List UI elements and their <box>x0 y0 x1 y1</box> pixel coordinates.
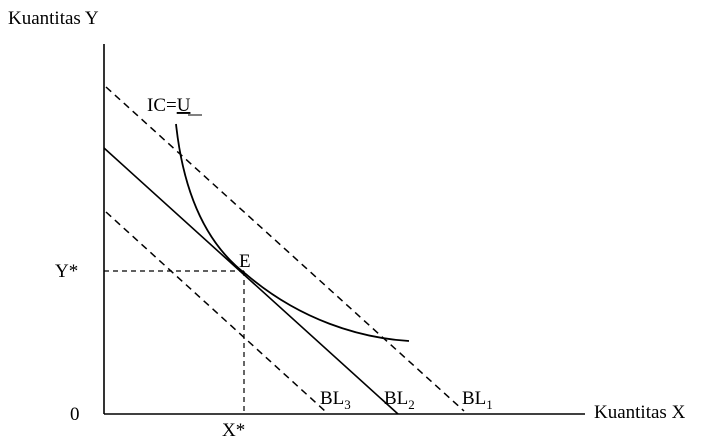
indifference-curve <box>175 123 410 342</box>
budget-line-bl3 <box>105 211 326 412</box>
budget-line-bl3-label: BL3 <box>320 388 351 412</box>
y-star-label: Y* <box>55 261 78 282</box>
ic-prefix: IC= <box>147 95 177 116</box>
y-axis-label: Kuantitas Y <box>8 8 99 29</box>
budget-line-bl1 <box>105 86 465 412</box>
x-star-label: X* <box>222 420 245 441</box>
origin-label: 0 <box>70 404 80 425</box>
ic-utility: U <box>177 95 191 116</box>
budget-line-bl2-label: BL2 <box>384 388 415 412</box>
indifference-curve-label: IC=U <box>147 95 191 116</box>
equilibrium-point-label: E <box>239 251 251 272</box>
budget-line-bl1-label: BL1 <box>462 388 493 412</box>
x-axis-label: Kuantitas X <box>594 402 686 423</box>
budget-line-bl2 <box>103 147 399 415</box>
